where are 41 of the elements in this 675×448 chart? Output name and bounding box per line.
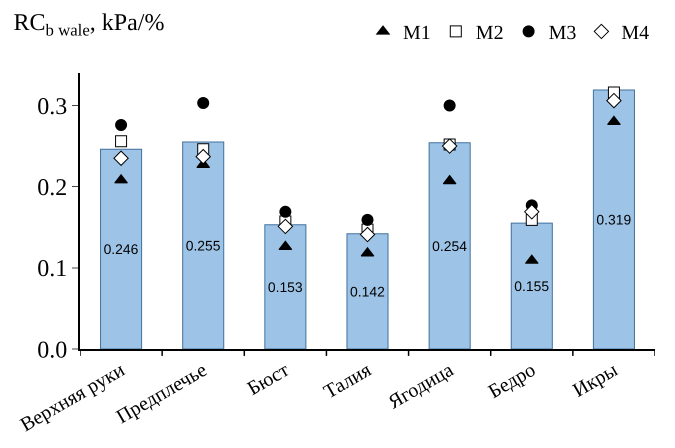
data-label: 0.319	[596, 212, 632, 228]
point	[442, 138, 458, 154]
bar	[182, 142, 224, 349]
y-tick-label: 0.0	[37, 337, 68, 364]
point	[115, 118, 128, 131]
data-label: 0.246	[104, 241, 139, 258]
bar	[264, 224, 306, 349]
bar	[428, 142, 471, 349]
bar	[346, 233, 389, 349]
point	[197, 97, 210, 110]
legend-label: M3	[548, 22, 576, 44]
chart-title: RC$_{b wale}$, kPa/%	[14, 10, 164, 40]
point	[279, 206, 292, 218]
data-label: 0.254	[432, 238, 468, 254]
bar	[510, 222, 553, 349]
point	[360, 226, 376, 242]
point	[362, 214, 374, 226]
point	[278, 218, 294, 234]
x-tick-label: Бедро	[484, 358, 540, 404]
legend-label: M1	[403, 22, 431, 44]
bar	[592, 90, 635, 349]
point	[196, 148, 211, 164]
point	[606, 92, 622, 108]
x-tick-label: Бюст	[244, 358, 294, 400]
x-tick-label: Талия	[320, 358, 375, 404]
x-tick-label: Икры	[569, 358, 622, 402]
legend-label: M2	[476, 22, 504, 44]
y-tick-label: 0.3	[37, 94, 68, 120]
data-label: 0.255	[186, 237, 221, 254]
point	[113, 150, 129, 166]
y-tick-label: 0.1	[37, 256, 68, 282]
data-label: 0.155	[514, 278, 550, 294]
point	[524, 204, 540, 220]
bar	[100, 148, 142, 349]
point	[442, 174, 456, 184]
y-tick-label: 0.2	[37, 175, 68, 202]
point	[444, 99, 456, 112]
point	[115, 135, 128, 148]
legend-label: M4	[621, 22, 650, 44]
data-label: 0.153	[268, 278, 303, 295]
data-label: 0.142	[350, 283, 386, 300]
